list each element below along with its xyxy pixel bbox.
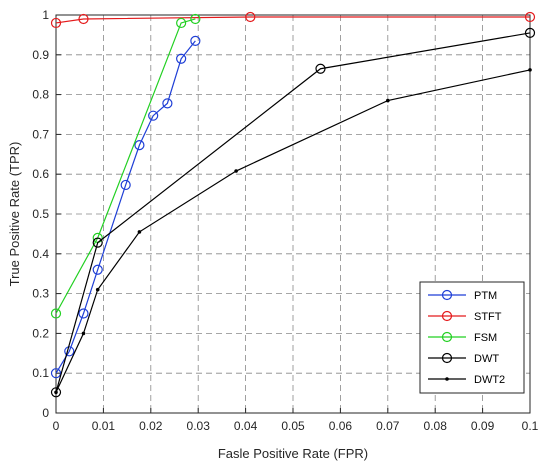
data-point bbox=[78, 13, 89, 25]
y-tick-label: 0.8 bbox=[32, 88, 49, 102]
legend-entry: STFT bbox=[428, 310, 502, 323]
y-tick-label: 0.7 bbox=[32, 127, 49, 141]
x-tick-label: 0 bbox=[53, 419, 60, 433]
x-tick-label: 0.02 bbox=[139, 419, 163, 433]
legend-label: FSM bbox=[474, 332, 497, 344]
legend-label: DWT2 bbox=[474, 374, 505, 386]
data-point bbox=[315, 63, 326, 74]
data-point bbox=[134, 140, 145, 151]
series-line bbox=[55, 32, 531, 393]
series-line bbox=[55, 16, 530, 24]
y-tick-label: 0.2 bbox=[32, 326, 49, 340]
series-ptm bbox=[50, 35, 201, 379]
legend-entry: FSM bbox=[428, 331, 497, 344]
data-point bbox=[190, 13, 201, 25]
y-tick-label: 1 bbox=[42, 8, 49, 22]
data-point bbox=[176, 53, 187, 64]
data-point bbox=[245, 11, 256, 23]
series-fsm bbox=[50, 13, 201, 319]
data-point bbox=[92, 264, 103, 275]
data-point bbox=[137, 230, 142, 234]
data-point bbox=[162, 98, 173, 109]
series-dwt2 bbox=[54, 68, 532, 395]
data-point bbox=[95, 287, 100, 292]
data-point bbox=[50, 368, 62, 379]
x-axis-label: Fasle Positive Rate (FPR) bbox=[218, 446, 368, 461]
legend: PTM STFT FSM DWT DWT2 bbox=[419, 281, 525, 394]
data-point bbox=[386, 98, 390, 103]
x-tick-label: 0.07 bbox=[376, 419, 400, 433]
data-point bbox=[50, 17, 62, 29]
x-tick-label: 0.01 bbox=[92, 419, 116, 433]
data-point bbox=[234, 169, 238, 173]
data-point bbox=[50, 387, 62, 398]
data-point bbox=[78, 308, 89, 319]
series-line bbox=[55, 40, 196, 374]
series-stft bbox=[50, 11, 536, 29]
data-point bbox=[524, 27, 536, 39]
data-point bbox=[176, 17, 187, 29]
y-tick-label: 0.3 bbox=[32, 287, 49, 301]
series-dwt bbox=[50, 27, 536, 398]
data-point bbox=[190, 35, 201, 46]
series-line bbox=[55, 18, 196, 314]
data-point bbox=[524, 11, 536, 23]
axis-ticks: 0 0.01 0.02 0.03 0.04 0.05 0.06 0.07 0.08 0.09 0.1… bbox=[32, 8, 538, 433]
legend-marker bbox=[445, 377, 449, 381]
legend-label: DWT bbox=[474, 353, 499, 365]
data-point bbox=[50, 308, 62, 319]
data-point bbox=[54, 390, 58, 395]
legend-marker bbox=[441, 310, 453, 322]
y-tick-label: 0 bbox=[42, 406, 49, 420]
y-tick-label: 0.4 bbox=[32, 247, 49, 261]
data-point bbox=[81, 331, 86, 336]
y-tick-label: 0.1 bbox=[32, 366, 49, 380]
y-tick-label: 0.6 bbox=[32, 167, 49, 181]
legend-entry: DWT bbox=[428, 352, 499, 365]
x-tick-label: 0.03 bbox=[187, 419, 211, 433]
data-point bbox=[528, 68, 532, 72]
legend-label: PTM bbox=[474, 290, 497, 302]
legend-marker bbox=[441, 331, 453, 343]
legend-marker bbox=[441, 289, 453, 301]
x-tick-label: 0.06 bbox=[329, 419, 353, 433]
data-point bbox=[92, 237, 103, 248]
series bbox=[50, 11, 536, 398]
data-point bbox=[148, 110, 159, 121]
legend-marker bbox=[441, 352, 453, 364]
legend-label: STFT bbox=[474, 311, 502, 323]
x-tick-label: 0.05 bbox=[281, 419, 305, 433]
x-tick-label: 0.09 bbox=[471, 419, 495, 433]
data-point bbox=[120, 179, 131, 191]
x-tick-label: 0.1 bbox=[522, 419, 539, 433]
legend-entry: PTM bbox=[428, 289, 497, 302]
y-tick-label: 0.5 bbox=[32, 207, 49, 221]
y-tick-label: 0.9 bbox=[32, 48, 49, 62]
legend-entry: DWT2 bbox=[428, 374, 505, 386]
x-tick-label: 0.08 bbox=[424, 419, 448, 433]
x-tick-label: 0.04 bbox=[234, 419, 258, 433]
y-axis-label: True Positive Rate (TPR) bbox=[7, 142, 22, 287]
